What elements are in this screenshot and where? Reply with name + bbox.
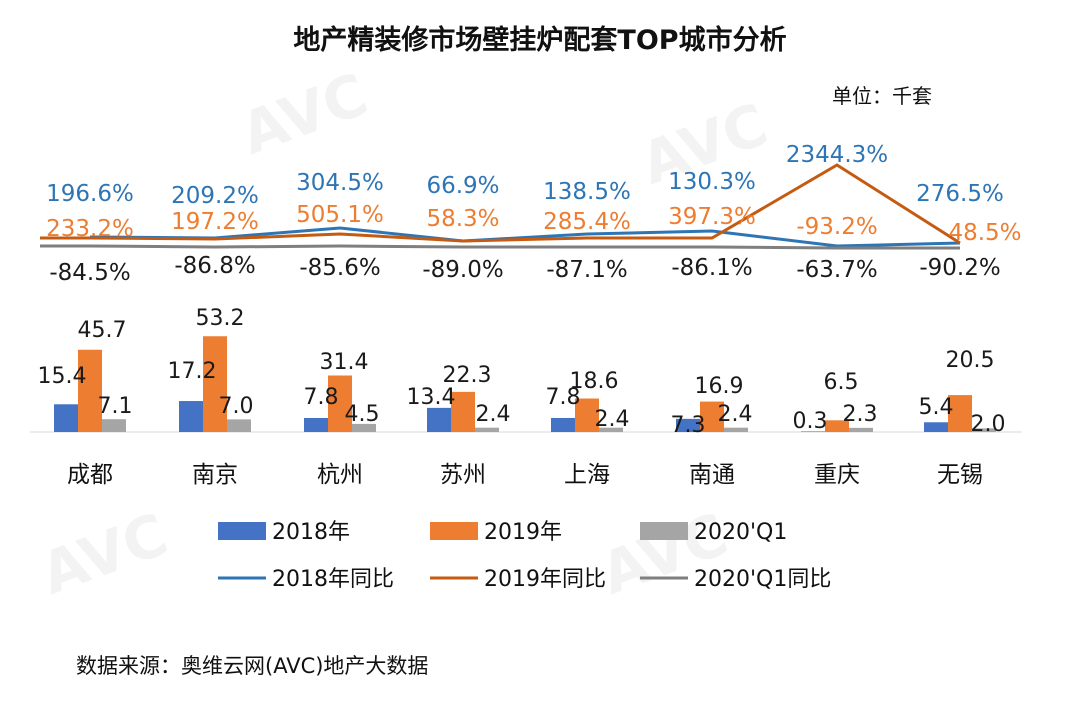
bar-2019 xyxy=(203,336,227,432)
bar-2019 xyxy=(78,349,102,432)
category-label: 南京 xyxy=(192,462,238,488)
bar-value-label: 53.2 xyxy=(196,306,245,331)
bar-2019 xyxy=(451,391,475,432)
growth-2019-label: 48.5% xyxy=(948,220,1021,246)
category-label: 杭州 xyxy=(317,462,363,488)
bar-2020q1 xyxy=(227,419,251,432)
growth-2018-label: 66.9% xyxy=(426,173,499,199)
bar-value-label: 31.4 xyxy=(320,350,369,375)
growth-2018-label: 209.2% xyxy=(171,183,259,209)
growth-2020q1-label: -63.7% xyxy=(796,257,877,283)
legend-swatch xyxy=(640,522,688,540)
data-source: 数据来源：奥维云网(AVC)地产大数据 xyxy=(76,654,429,678)
legend-label: 2019年同比 xyxy=(484,567,606,592)
bar-value-label: 7.8 xyxy=(546,385,581,410)
bar-value-label: 0.3 xyxy=(793,409,828,434)
bar-value-label: 7.0 xyxy=(219,394,254,419)
category-label: 重庆 xyxy=(814,462,860,488)
category-label: 上海 xyxy=(564,462,610,488)
bar-2018 xyxy=(801,431,825,432)
bar-value-label: 18.6 xyxy=(570,369,619,394)
growth-2019-label: 58.3% xyxy=(426,206,499,232)
growth-2018-label: 138.5% xyxy=(543,179,631,205)
bar-2018 xyxy=(551,417,575,432)
bar-value-label: 5.4 xyxy=(919,395,954,420)
growth-2020q1-label: -90.2% xyxy=(919,255,1000,281)
bar-2019 xyxy=(328,375,352,432)
bar-2020q1 xyxy=(599,427,623,432)
chart-title: 地产精装修市场壁挂炉配套TOP城市分析 xyxy=(293,25,787,56)
growth-2020q1-label: -89.0% xyxy=(422,257,503,283)
bar-2020q1 xyxy=(352,423,376,432)
bar-value-label: 22.3 xyxy=(443,363,492,388)
growth-2019-label: 505.1% xyxy=(296,202,384,228)
bar-value-label: 16.9 xyxy=(695,374,744,399)
growth-2018-label: 196.6% xyxy=(46,181,134,207)
growth-2018-label: 130.3% xyxy=(668,169,756,195)
legend-label: 2019年 xyxy=(484,520,562,545)
bar-value-label: 7.8 xyxy=(304,385,339,410)
category-label: 苏州 xyxy=(440,462,486,488)
growth-2019-label: 233.2% xyxy=(46,216,134,242)
bar-value-label: 2.4 xyxy=(476,402,511,427)
bar-2020q1 xyxy=(102,419,126,432)
legend-swatch xyxy=(430,522,478,540)
growth-2020q1-label: -85.6% xyxy=(299,255,380,281)
bar-value-label: 7.3 xyxy=(671,413,706,438)
bar-value-label: 20.5 xyxy=(946,348,995,373)
bar-value-label: 6.5 xyxy=(824,370,859,395)
category-label: 南通 xyxy=(689,462,735,488)
growth-2020q1-label: -86.8% xyxy=(174,253,255,279)
legend-label: 2018年同比 xyxy=(272,567,394,592)
bar-value-label: 17.2 xyxy=(168,359,217,384)
bar-2018 xyxy=(54,404,78,432)
growth-2020q1-label: -86.1% xyxy=(671,255,752,281)
bar-2020q1 xyxy=(724,427,748,432)
bar-2019 xyxy=(825,420,849,432)
bar-2019 xyxy=(700,401,724,432)
line-2018 xyxy=(89,226,961,248)
growth-2019-label: 397.3% xyxy=(668,204,756,230)
bar-value-label: 15.4 xyxy=(38,364,87,389)
bar-value-label: 7.1 xyxy=(98,394,133,419)
line-2020q1 xyxy=(40,244,960,250)
growth-2019-label: 197.2% xyxy=(171,209,259,235)
growth-2020q1-label: -84.5% xyxy=(49,260,130,286)
category-label: 无锡 xyxy=(937,462,983,488)
category-label: 成都 xyxy=(67,462,113,488)
bar-value-label: 2.4 xyxy=(595,407,630,432)
bar-2018 xyxy=(924,422,948,432)
legend-label: 2020'Q1同比 xyxy=(694,567,831,592)
growth-2019-label: -93.2% xyxy=(796,214,877,240)
line-2019 xyxy=(40,163,961,245)
bar-2019 xyxy=(948,395,972,432)
bar-value-label: 2.0 xyxy=(971,412,1006,437)
bar-2018 xyxy=(676,418,700,432)
bar-value-label: 45.7 xyxy=(78,318,127,343)
bar-2019 xyxy=(575,398,599,432)
growth-2018-label: 304.5% xyxy=(296,170,384,196)
bar-2018 xyxy=(427,407,451,432)
growth-2018-label: 276.5% xyxy=(916,181,1004,207)
bar-value-label: 2.3 xyxy=(843,402,878,427)
legend-label: 2020'Q1 xyxy=(694,520,787,545)
bar-value-label: 4.5 xyxy=(345,402,380,427)
unit-label: 单位：千套 xyxy=(832,84,932,108)
growth-2019-label: 2344.3% xyxy=(786,142,888,168)
bar-2020q1 xyxy=(849,427,873,432)
bar-2018 xyxy=(179,401,203,432)
legend-label: 2018年 xyxy=(272,520,350,545)
growth-2020q1-label: -87.1% xyxy=(546,257,627,283)
legend-swatch xyxy=(218,522,266,540)
bar-2020q1 xyxy=(475,427,499,432)
bar-value-label: 13.4 xyxy=(407,385,456,410)
bar-2020q1 xyxy=(972,428,996,432)
growth-2019-label: 285.4% xyxy=(543,209,631,235)
bar-2018 xyxy=(304,417,328,432)
bar-value-label: 2.4 xyxy=(718,402,753,427)
